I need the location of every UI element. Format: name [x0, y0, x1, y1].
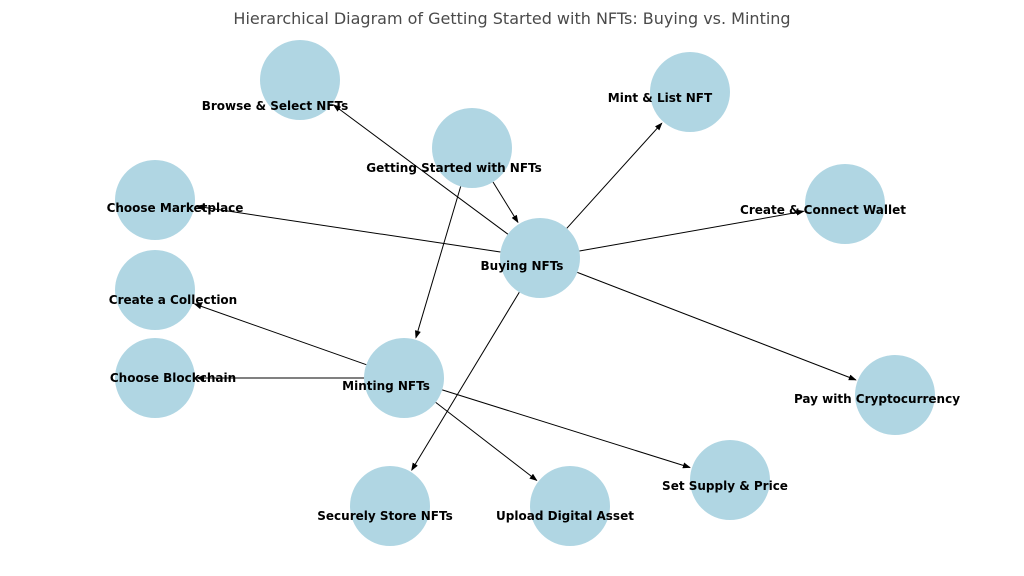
node-circle [500, 218, 580, 298]
node-circle [432, 108, 512, 188]
node-label: Securely Store NFTs [317, 509, 452, 523]
node-label: Browse & Select NFTs [202, 99, 349, 113]
node-store: Securely Store NFTs [350, 466, 430, 546]
node-circle [115, 250, 195, 330]
node-paycrypto: Pay with Cryptocurrency [855, 355, 935, 435]
edge-buying-ccwallet [579, 211, 803, 251]
node-marketplace: Choose Marketplace [115, 160, 195, 240]
node-root: Getting Started with NFTs [432, 108, 512, 188]
node-ccwallet: Create & Connect Wallet [805, 164, 885, 244]
edge-buying-paycrypto [577, 272, 856, 380]
node-blockchain: Choose Blockchain [115, 338, 195, 418]
edge-minting-collection [195, 304, 367, 365]
edge-minting-upload [436, 402, 537, 480]
edge-root-minting [416, 186, 461, 337]
node-label: Choose Blockchain [110, 371, 236, 385]
node-label: Mint & List NFT [608, 91, 712, 105]
node-minting: Minting NFTs [364, 338, 444, 418]
node-upload: Upload Digital Asset [530, 466, 610, 546]
node-label: Getting Started with NFTs [366, 161, 542, 175]
diagram-stage: Hierarchical Diagram of Getting Started … [0, 0, 1024, 576]
node-supply: Set Supply & Price [690, 440, 770, 520]
node-label: Create & Connect Wallet [740, 203, 906, 217]
node-buying: Buying NFTs [500, 218, 580, 298]
node-label: Pay with Cryptocurrency [794, 392, 960, 406]
node-label: Choose Marketplace [107, 201, 244, 215]
node-browse: Browse & Select NFTs [260, 40, 340, 120]
node-circle [530, 466, 610, 546]
edge-buying-mintlist [567, 123, 662, 228]
node-circle [364, 338, 444, 418]
node-label: Set Supply & Price [662, 479, 788, 493]
diagram-title: Hierarchical Diagram of Getting Started … [0, 9, 1024, 28]
edge-root-buying [493, 182, 518, 222]
node-label: Buying NFTs [481, 259, 564, 273]
node-label: Create a Collection [109, 293, 237, 307]
node-mintlist: Mint & List NFT [650, 52, 730, 132]
node-circle [350, 466, 430, 546]
node-label: Minting NFTs [342, 379, 430, 393]
node-collection: Create a Collection [115, 250, 195, 330]
node-label: Upload Digital Asset [496, 509, 634, 523]
edge-minting-supply [442, 390, 690, 468]
node-circle [115, 160, 195, 240]
